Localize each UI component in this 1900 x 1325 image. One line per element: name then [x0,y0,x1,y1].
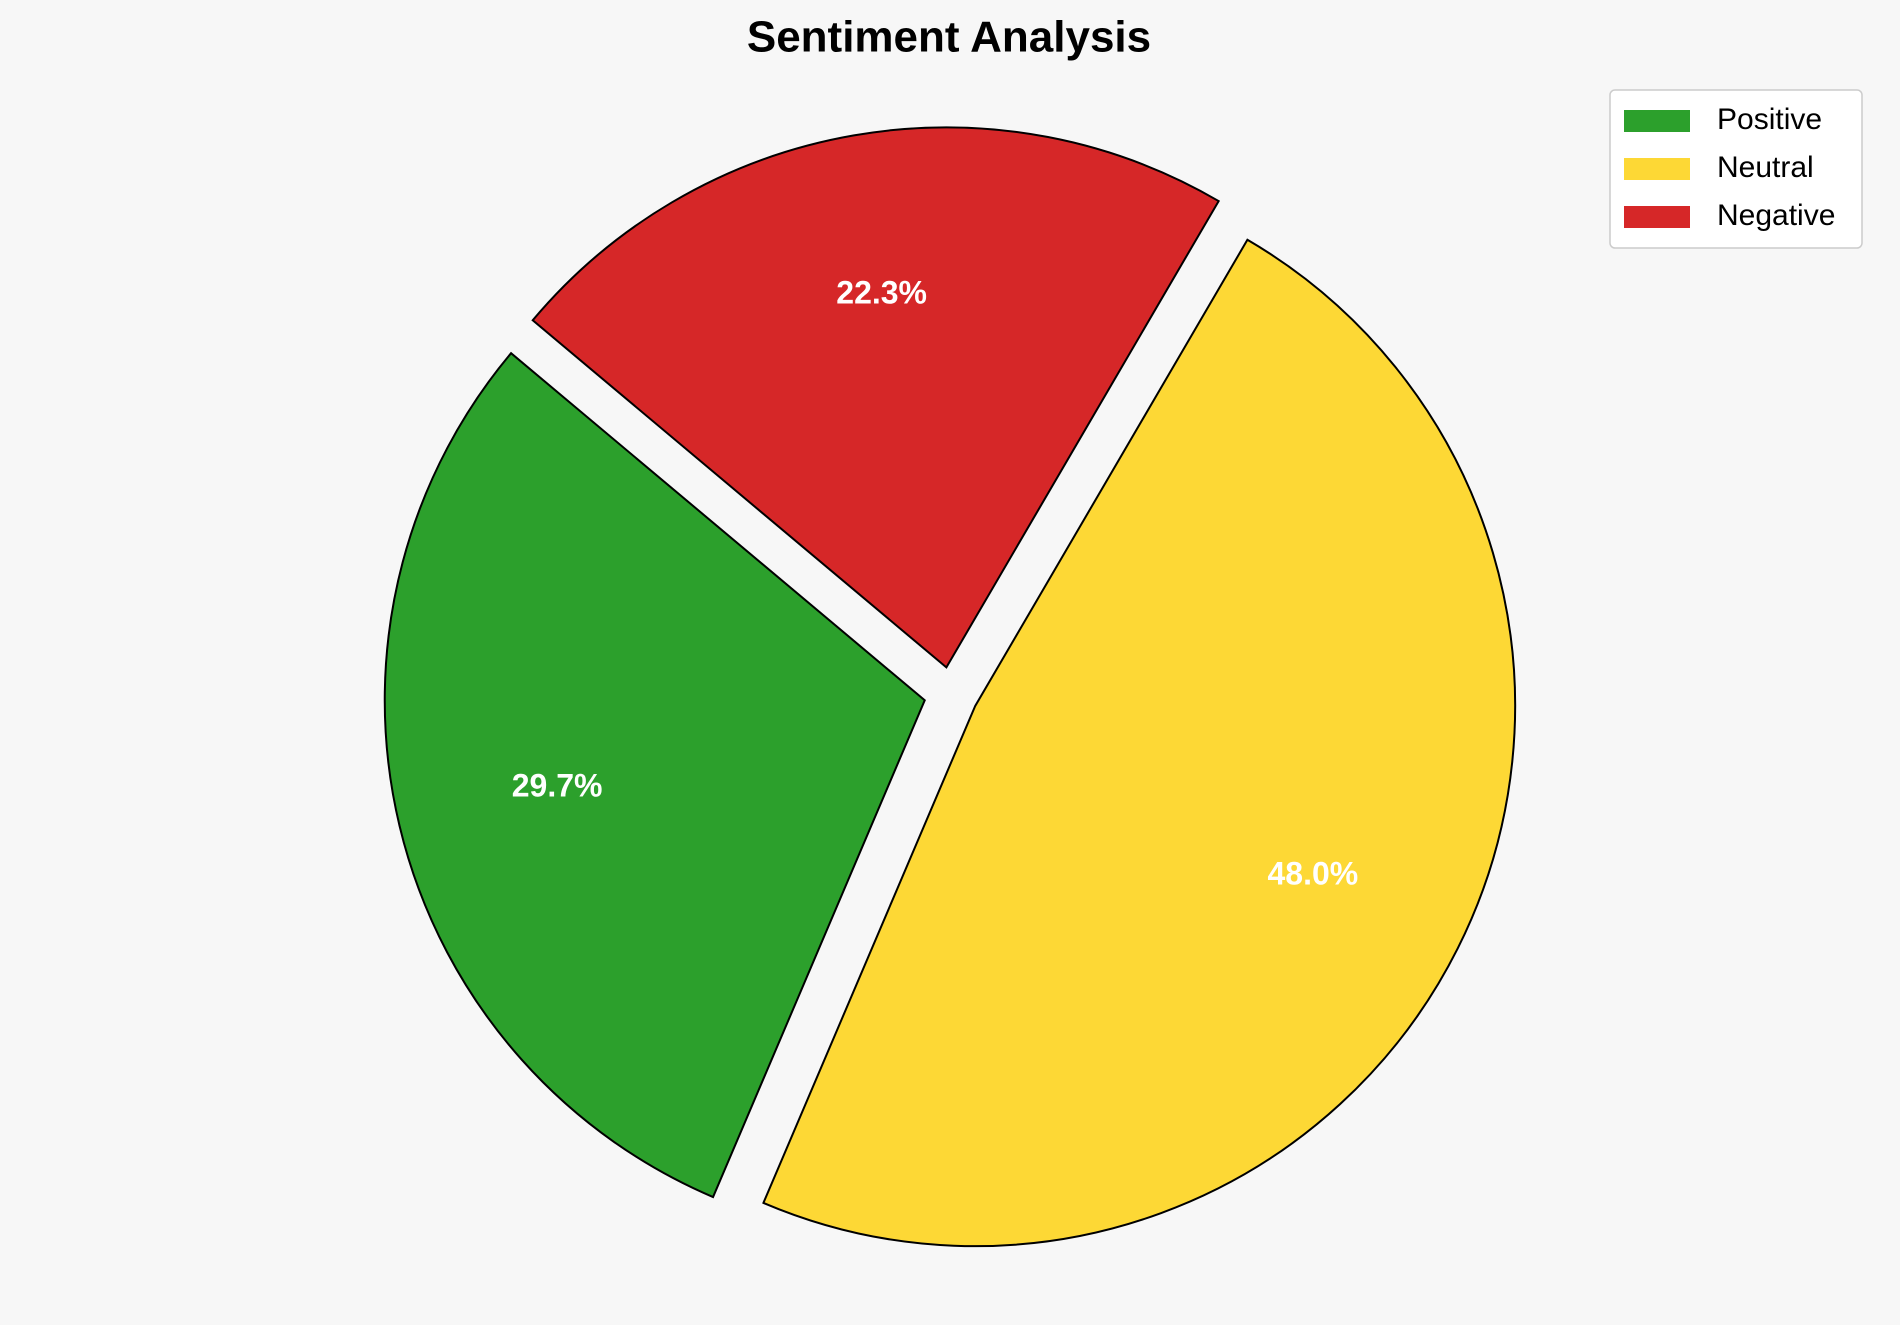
slice-label: 29.7% [512,768,603,804]
slice-label: 22.3% [836,274,927,310]
slice-label: 48.0% [1268,855,1359,891]
legend-label: Negative [1717,199,1835,232]
legend-swatch [1624,110,1690,132]
legend-label: Neutral [1717,151,1814,184]
pie-slice [762,238,1517,1248]
legend-swatch [1624,158,1690,180]
legend-swatch [1624,206,1690,228]
pie-slice [531,126,1221,669]
legend-label: Positive [1717,103,1822,136]
pie-slice [383,351,926,1199]
chart-title: Sentiment Analysis [747,13,1151,62]
